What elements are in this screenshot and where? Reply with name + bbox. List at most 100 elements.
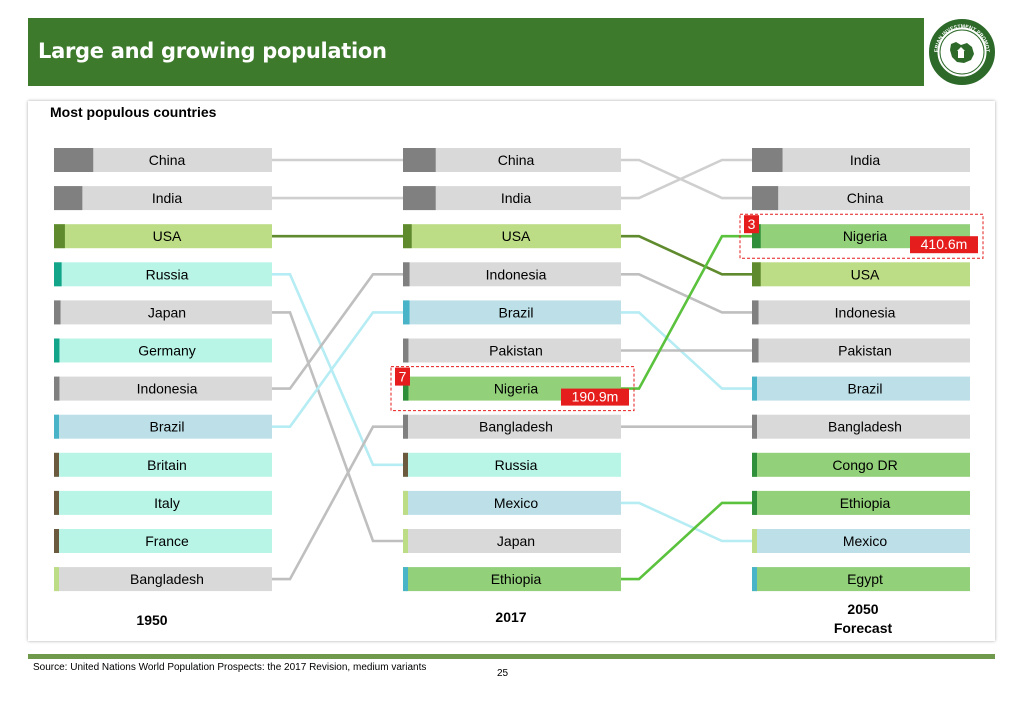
- population-badge: [910, 236, 978, 254]
- population-badge-value: 410.6m: [921, 236, 968, 252]
- connector-china: [621, 158, 752, 200]
- country-name: USA: [153, 228, 182, 244]
- country-bar: [752, 262, 970, 287]
- country-row-china: China: [403, 148, 621, 172]
- source-note: Source: United Nations World Population …: [33, 662, 427, 673]
- logo-ring-text-bottom: COMMISSION: [948, 64, 977, 73]
- population-marker: [403, 224, 412, 249]
- country-name: France: [145, 533, 189, 549]
- connector-mexico: [621, 501, 752, 543]
- country-row-ethiopia: Ethiopia: [403, 567, 621, 592]
- population-badge: [561, 388, 629, 406]
- country-name: Bangladesh: [130, 571, 204, 587]
- country-name: Bangladesh: [828, 419, 902, 435]
- title-bar: Large and growing population: [28, 18, 924, 86]
- population-marker: [403, 262, 410, 287]
- country-bar: [752, 452, 970, 477]
- connector-indonesia: [621, 273, 752, 314]
- country-name: Italy: [154, 495, 180, 511]
- connector-brazil: [272, 311, 403, 428]
- country-name: Indonesia: [835, 304, 896, 320]
- connector-lines: [272, 158, 752, 581]
- column-2050: India China Nigeria 3 410.6m USA Indonesia Paki…: [739, 148, 984, 592]
- population-marker: [752, 567, 757, 592]
- country-row-britain: Britain: [54, 452, 272, 477]
- population-marker: [403, 529, 408, 553]
- country-name: Japan: [497, 533, 535, 549]
- country-name: Indonesia: [137, 381, 198, 397]
- country-row-india: India: [752, 148, 970, 172]
- connector-usa: [621, 234, 752, 276]
- country-bar: [54, 452, 272, 477]
- country-row-nigeria: Nigeria 3 410.6m: [739, 213, 984, 259]
- country-bar: [54, 300, 272, 325]
- connector-russia: [272, 273, 403, 467]
- rank-badge-number: 7: [399, 369, 407, 385]
- population-badge-value: 190.9m: [572, 389, 619, 405]
- nipc-logo: NIGERIAN INVESTMENT PROMOTION COMMISSION: [926, 14, 996, 86]
- country-name: Brazil: [149, 419, 184, 435]
- country-row-brazil: Brazil: [403, 300, 621, 325]
- page-number: 25: [497, 668, 509, 679]
- country-bar: [752, 376, 970, 401]
- country-name: India: [501, 190, 532, 206]
- country-bar: [403, 490, 621, 515]
- population-marker: [403, 338, 409, 363]
- population-marker: [752, 224, 761, 249]
- country-row-usa: USA: [54, 224, 272, 249]
- country-bar: [752, 186, 970, 211]
- country-row-italy: Italy: [54, 490, 272, 515]
- country-bar: [54, 567, 272, 592]
- country-name: Brazil: [847, 381, 882, 397]
- population-marker: [54, 529, 59, 553]
- country-bar: [752, 414, 970, 439]
- country-row-mexico: Mexico: [752, 529, 970, 553]
- country-bar: [54, 338, 272, 363]
- rank-badge: [395, 367, 410, 386]
- country-row-usa: USA: [403, 224, 621, 249]
- population-marker: [403, 490, 408, 515]
- rank-badge-number: 3: [748, 216, 756, 232]
- page-title: Large and growing population: [38, 39, 387, 63]
- country-bar: [752, 529, 970, 553]
- country-name: China: [847, 190, 884, 206]
- population-marker: [752, 376, 757, 401]
- country-name: Bangladesh: [479, 419, 553, 435]
- population-marker: [752, 338, 759, 363]
- country-bar: [403, 567, 621, 592]
- population-marker: [54, 414, 59, 439]
- connector-nigeria: [621, 234, 752, 390]
- country-bar: [752, 338, 970, 363]
- nipc-logo-emblem: NIGERIAN INVESTMENT PROMOTION COMMISSION: [926, 14, 995, 85]
- population-marker: [403, 300, 410, 325]
- country-bar: [403, 300, 621, 325]
- country-name: Nigeria: [843, 228, 888, 244]
- country-name: Egypt: [847, 571, 883, 587]
- country-name: Brazil: [498, 304, 533, 320]
- population-marker: [54, 300, 61, 325]
- country-row-germany: Germany: [54, 338, 272, 363]
- country-bar: [403, 262, 621, 287]
- population-marker: [54, 262, 62, 287]
- country-name: Mexico: [494, 495, 539, 511]
- highlight-box: [739, 213, 984, 259]
- country-name: Nigeria: [494, 381, 539, 397]
- country-name: China: [498, 152, 535, 168]
- country-row-japan: Japan: [403, 529, 621, 553]
- population-marker: [54, 148, 94, 172]
- country-row-india: India: [403, 186, 621, 211]
- population-marker: [752, 529, 757, 553]
- country-row-india: India: [54, 186, 272, 211]
- year-label-2017: 2017: [495, 609, 527, 625]
- year-label-2050: 2050 Forecast: [833, 601, 893, 636]
- country-row-russia: Russia: [54, 262, 272, 287]
- country-bar: [752, 300, 970, 325]
- country-name: Pakistan: [489, 343, 543, 359]
- country-name: Britain: [147, 457, 187, 473]
- country-name: China: [149, 152, 186, 168]
- country-bar: [54, 186, 272, 211]
- country-name: USA: [502, 228, 531, 244]
- connector-ethiopia: [621, 501, 752, 581]
- country-row-congo-dr: Congo DR: [752, 452, 970, 477]
